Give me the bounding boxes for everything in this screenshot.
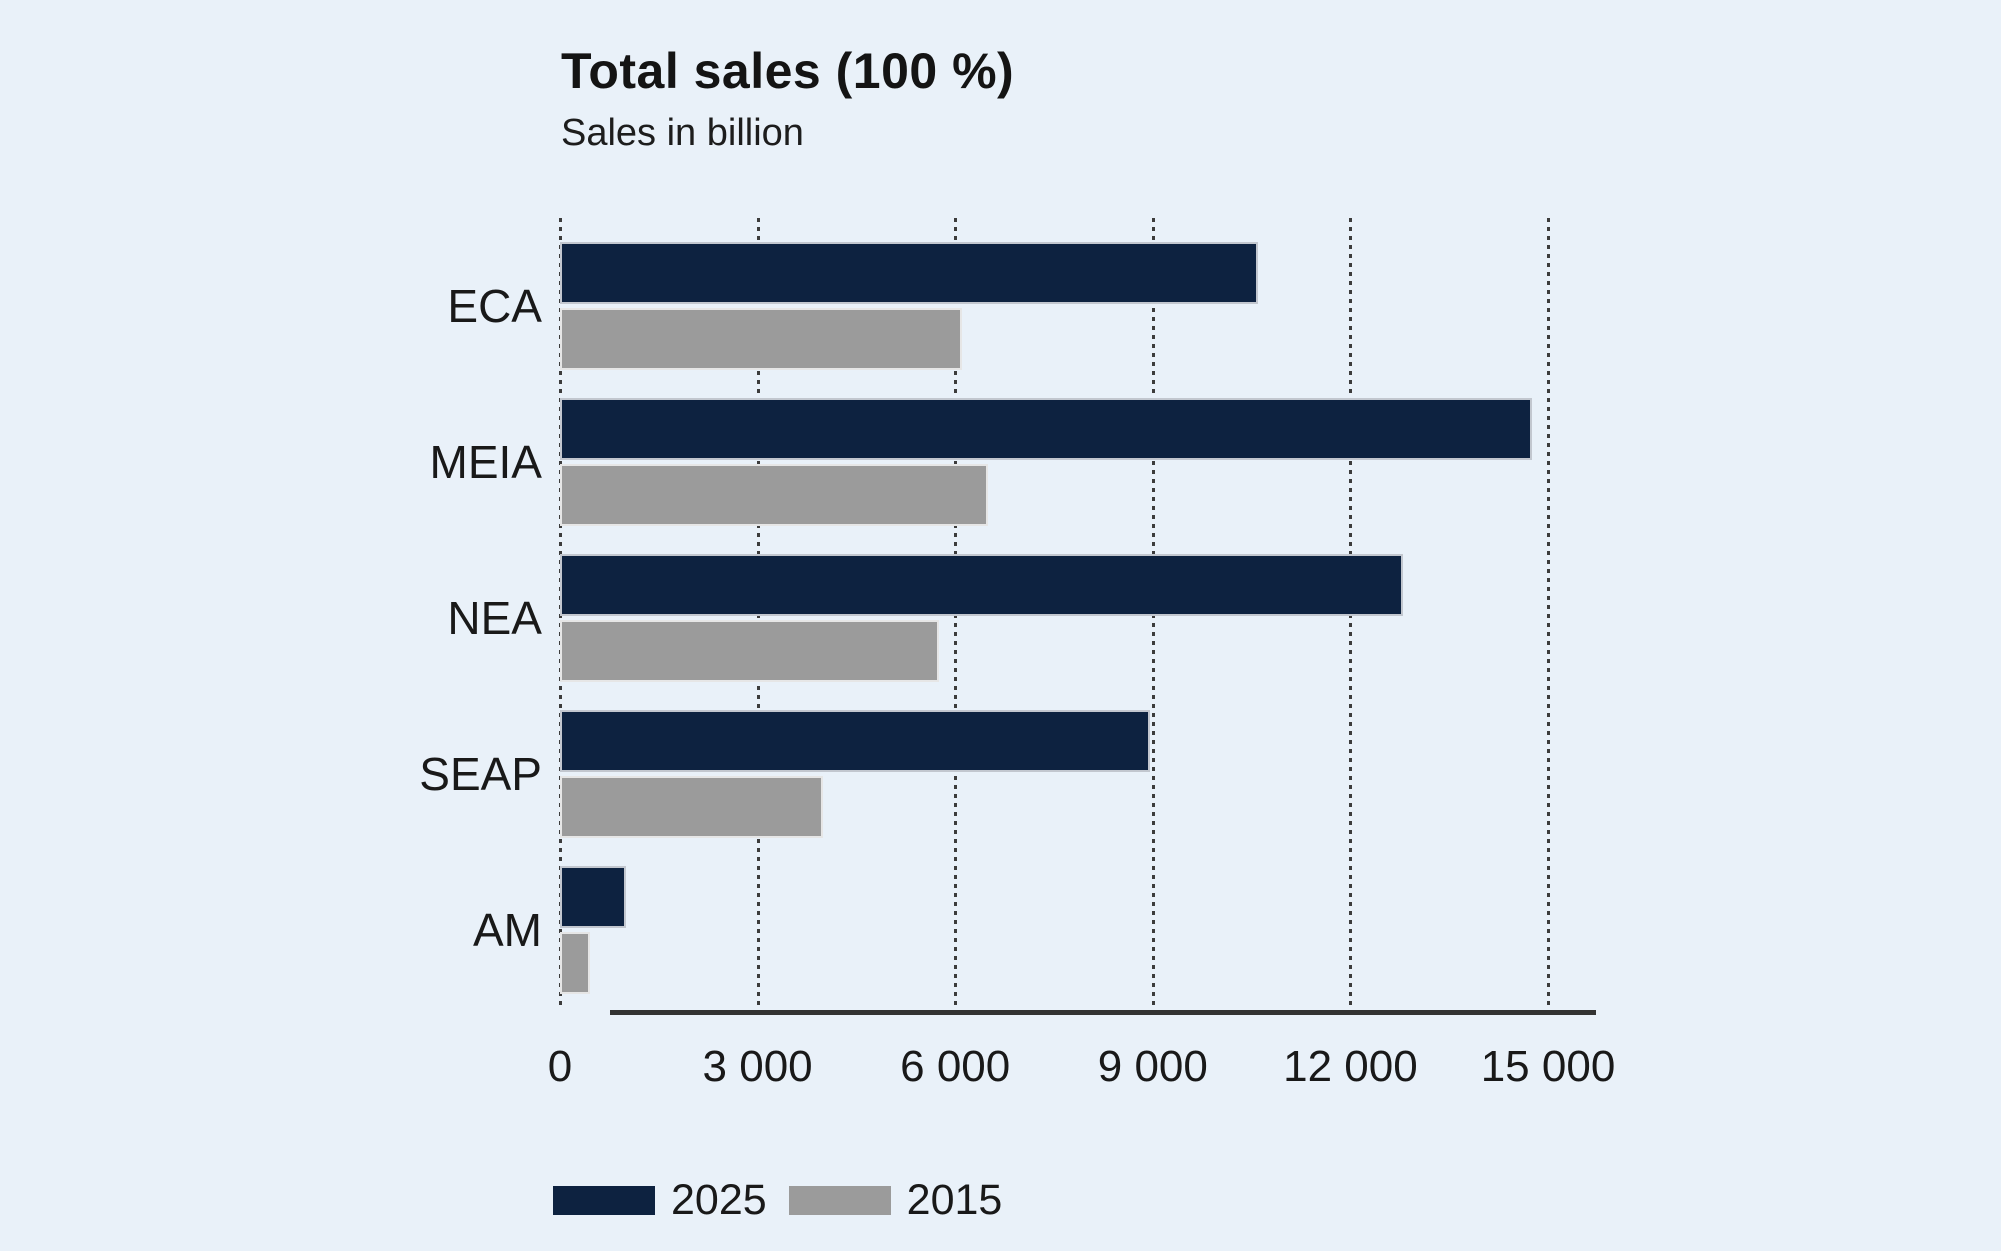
legend-label-2015: 2015 [906,1176,1003,1224]
category-label-seap: SEAP [419,748,542,800]
x-tick-label-0: 0 [547,1042,573,1091]
x-tick-label-6000: 6 000 [900,1042,1011,1091]
category-label-nea: NEA [447,592,542,644]
bar-seap-2015 [560,776,824,838]
legend-item-2025: 2025 [553,1176,767,1225]
category-label-eca: ECA [447,280,542,332]
legend: 2025 2015 [553,1176,1002,1225]
gridline-15000 [1547,218,1550,1008]
x-tick-label-15000: 15 000 [1480,1042,1616,1091]
category-label-am: AM [473,904,542,956]
legend-label-2025: 2025 [671,1176,767,1224]
legend-swatch-2015 [788,1186,891,1215]
chart-subtitle: Sales in billion [561,112,804,154]
bar-am-2025 [560,866,626,928]
bar-eca-2015 [560,308,962,370]
x-axis-line [610,1010,1596,1015]
legend-item-2015: 2015 [788,1176,1003,1225]
bar-meia-2015 [560,464,989,526]
bar-am-2015 [560,932,590,994]
bar-eca-2025 [560,242,1259,304]
bar-nea-2025 [560,554,1404,616]
bar-meia-2025 [560,398,1532,460]
legend-swatch-2025 [553,1186,655,1215]
x-tick-label-12000: 12 000 [1283,1042,1418,1091]
category-label-meia: MEIA [429,436,542,488]
x-tick-label-3000: 3 000 [702,1042,813,1091]
plot-area [559,218,1550,1008]
x-tick-label-9000: 9 000 [1097,1042,1208,1091]
chart-title: Total sales (100 %) [561,43,1015,99]
bar-nea-2015 [560,620,939,682]
bar-seap-2025 [560,710,1150,772]
